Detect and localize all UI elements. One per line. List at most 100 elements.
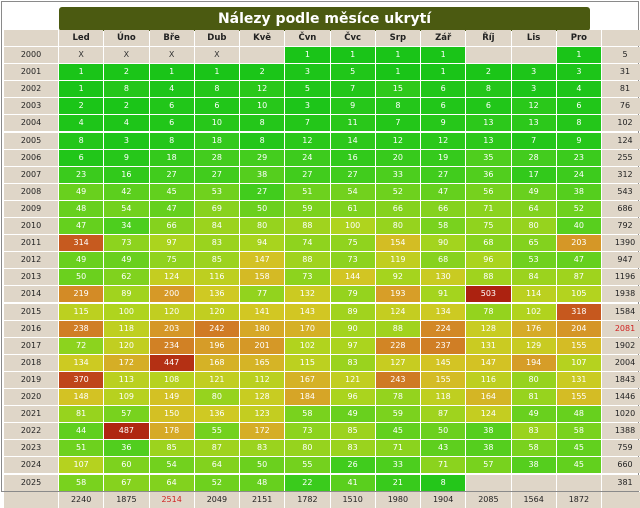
heatmap-cell: 83 <box>194 235 239 252</box>
column-total: 2240 <box>59 491 104 508</box>
heatmap-cell: 3 <box>104 132 149 149</box>
year-label: 2006 <box>4 149 58 166</box>
heatmap-cell: 77 <box>240 286 285 303</box>
heatmap-cell: 75 <box>330 235 375 252</box>
heatmap-cell: 56 <box>466 183 511 200</box>
heatmap-cell: 224 <box>421 320 466 337</box>
heatmap-cell: 80 <box>511 218 556 235</box>
heatmap-cell: 120 <box>194 303 239 320</box>
heatmap-cell: 58 <box>285 406 330 423</box>
heatmap-cell: 1 <box>421 47 466 64</box>
heatmap-cell: 80 <box>375 218 420 235</box>
heatmap-cell: 58 <box>421 218 466 235</box>
heatmap-cell: 36 <box>466 166 511 183</box>
heatmap-cell: 23 <box>556 149 601 166</box>
heatmap-cell: 47 <box>149 200 194 217</box>
heatmap-cell: 88 <box>285 218 330 235</box>
year-label: 2016 <box>4 320 58 337</box>
heatmap-cell: 124 <box>375 303 420 320</box>
heatmap-cell: 36 <box>104 440 149 457</box>
column-total: 1564 <box>511 491 556 508</box>
column-total: 1904 <box>421 491 466 508</box>
row-total: 1020 <box>602 406 640 423</box>
heatmap-cell: 201 <box>240 337 285 354</box>
heatmap-cell: 84 <box>194 218 239 235</box>
row-total: 255 <box>602 149 640 166</box>
heatmap-cell: 68 <box>421 252 466 269</box>
heatmap-cell: 49 <box>330 406 375 423</box>
heatmap-cell: 4 <box>149 81 194 98</box>
heatmap-cell: 44 <box>59 423 104 440</box>
heatmap-cell: 503 <box>466 286 511 303</box>
heatmap-cell: 164 <box>466 389 511 406</box>
heatmap-cell: 12 <box>511 98 556 115</box>
heatmap-cell: 85 <box>149 440 194 457</box>
heatmap-cell: 66 <box>149 218 194 235</box>
heatmap-cell: 141 <box>240 303 285 320</box>
heatmap-cell: 12 <box>375 132 420 149</box>
heatmap-cell: 66 <box>421 200 466 217</box>
heatmap-cell: 80 <box>194 389 239 406</box>
row-total: 1390 <box>602 235 640 252</box>
heatmap-cell: 102 <box>511 303 556 320</box>
heatmap-cell: 53 <box>511 252 556 269</box>
heatmap-cell: 52 <box>375 183 420 200</box>
heatmap-cell: 48 <box>240 474 285 491</box>
heatmap-cell: 27 <box>240 183 285 200</box>
heatmap-cell: 87 <box>194 440 239 457</box>
heatmap-cell: 2 <box>240 64 285 81</box>
heatmap-cell: 50 <box>59 269 104 286</box>
heatmap-cell: 90 <box>421 235 466 252</box>
heatmap-cell: 1 <box>421 64 466 81</box>
heatmap-cell: 12 <box>240 81 285 98</box>
heatmap-cell: 20 <box>375 149 420 166</box>
heatmap-cell: 196 <box>194 337 239 354</box>
heatmap-cell: 59 <box>285 200 330 217</box>
heatmap-cell: 88 <box>466 269 511 286</box>
row-total: 2004 <box>602 354 640 371</box>
heatmap-cell: 127 <box>375 354 420 371</box>
heatmap-cell: 136 <box>194 406 239 423</box>
heatmap-cell: 113 <box>104 371 149 388</box>
heatmap-cell: 148 <box>59 389 104 406</box>
heatmap-cell: 155 <box>556 337 601 354</box>
column-header: Led <box>59 30 104 46</box>
heatmap-cell: 79 <box>330 286 375 303</box>
heatmap-cell: 57 <box>466 457 511 474</box>
heatmap-cell: 54 <box>104 200 149 217</box>
heatmap-cell: 35 <box>466 149 511 166</box>
row-total: 124 <box>602 132 640 149</box>
year-label: 2002 <box>4 81 58 98</box>
heatmap-cell: 73 <box>330 252 375 269</box>
heatmap-cell: 107 <box>59 457 104 474</box>
heatmap-cell: 242 <box>194 320 239 337</box>
column-header: Kvě <box>240 30 285 46</box>
heatmap-cell: 45 <box>556 457 601 474</box>
heatmap-cell: 34 <box>104 218 149 235</box>
year-label: 2011 <box>4 235 58 252</box>
heatmap-cell: 1 <box>375 47 420 64</box>
heatmap-cell: 55 <box>285 457 330 474</box>
heatmap-cell: 178 <box>149 423 194 440</box>
heatmap-cell: 16 <box>104 166 149 183</box>
heatmap-cell: 49 <box>59 183 104 200</box>
heatmap-cell: 105 <box>556 286 601 303</box>
heatmap-cell: 136 <box>194 286 239 303</box>
heatmap-cell: 60 <box>104 457 149 474</box>
heatmap-cell: 170 <box>285 320 330 337</box>
heatmap-cell: 2 <box>104 64 149 81</box>
year-label: 2008 <box>4 183 58 200</box>
heatmap-cell: 107 <box>556 354 601 371</box>
column-header: Zář <box>421 30 466 46</box>
heatmap-cell: 116 <box>194 269 239 286</box>
heatmap-cell: 33 <box>375 457 420 474</box>
heatmap-cell: 49 <box>59 252 104 269</box>
column-header: Pro <box>556 30 601 46</box>
heatmap-cell: 64 <box>149 474 194 491</box>
year-label: 2014 <box>4 286 58 303</box>
heatmap-cell: 120 <box>104 337 149 354</box>
heatmap-cell: 184 <box>285 389 330 406</box>
column-total: 1510 <box>330 491 375 508</box>
heatmap-cell: 204 <box>556 320 601 337</box>
heatmap-cell: 21 <box>375 474 420 491</box>
